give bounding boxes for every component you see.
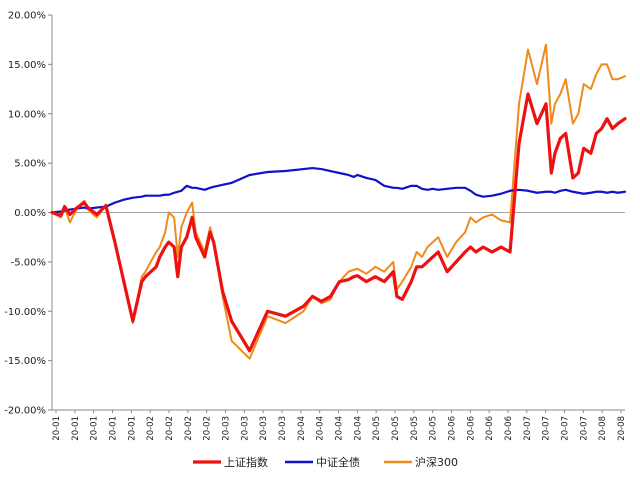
x-tick-label: 20-06 [448, 416, 458, 441]
series-line-2 [51, 43, 626, 360]
x-tick-label: 20-07 [579, 416, 589, 441]
legend-label: 上证指数 [224, 455, 268, 469]
series-line-0 [50, 92, 627, 353]
x-tick-label: 20-02 [146, 416, 156, 441]
axes: -20.00% -15.00% -10.00% -5.00% 0.00% 5.00% 10.… [4, 11, 627, 441]
x-tick-label: 20-05 [391, 416, 401, 441]
x-tick-label: 20-01 [127, 416, 137, 441]
x-tick-label: 20-07 [523, 416, 533, 441]
x-tick-label: 20-02 [165, 416, 175, 441]
legend-label: 中证全债 [316, 455, 360, 469]
x-tick-label: 20-04 [353, 416, 363, 441]
y-tick-label: 15.00% [8, 60, 46, 71]
x-tick-label: 20-04 [316, 416, 326, 441]
x-tick-label: 20-01 [109, 416, 119, 441]
x-tick-label: 20-08 [617, 416, 627, 441]
x-tick-label: 20-04 [297, 416, 307, 441]
y-tick-label: -15.00% [4, 356, 46, 367]
x-tick-label: 20-03 [259, 416, 269, 441]
x-tick-label: 20-03 [278, 416, 288, 441]
y-tick-label: 20.00% [8, 11, 46, 22]
x-tick-label: 20-01 [52, 416, 62, 441]
x-tick-label: 20-04 [335, 416, 345, 441]
y-tick-label: 0.00% [14, 208, 46, 219]
x-tick-label: 20-05 [372, 416, 382, 441]
x-tick-label: 20-05 [410, 416, 420, 441]
series-lines [50, 43, 627, 360]
x-tick-label: 20-06 [485, 416, 495, 441]
x-tick-label: 20-07 [542, 416, 552, 441]
x-tick-label: 20-02 [184, 416, 194, 441]
x-tick-label: 20-01 [71, 416, 81, 441]
x-tick-label: 20-07 [561, 416, 571, 441]
y-tick-label: 10.00% [8, 109, 46, 120]
x-tick-label: 20-03 [240, 416, 250, 441]
series-line-1 [50, 166, 627, 214]
x-tick-label: 20-03 [222, 416, 232, 441]
x-tick-label: 20-05 [429, 416, 439, 441]
y-tick-label: -10.00% [4, 307, 46, 318]
x-tick-label: 20-08 [598, 416, 608, 441]
x-tick-label: 20-01 [90, 416, 100, 441]
y-tick-label: -20.00% [4, 406, 46, 417]
legend: 上证指数 中证全债 沪深300 [193, 455, 458, 469]
x-tick-label: 20-06 [504, 416, 514, 441]
y-tick-label: -5.00% [11, 257, 46, 268]
y-tick-label: 5.00% [14, 159, 46, 170]
x-tick-label: 20-02 [203, 416, 213, 441]
legend-label: 沪深300 [415, 455, 458, 469]
x-tick-label: 20-06 [466, 416, 476, 441]
